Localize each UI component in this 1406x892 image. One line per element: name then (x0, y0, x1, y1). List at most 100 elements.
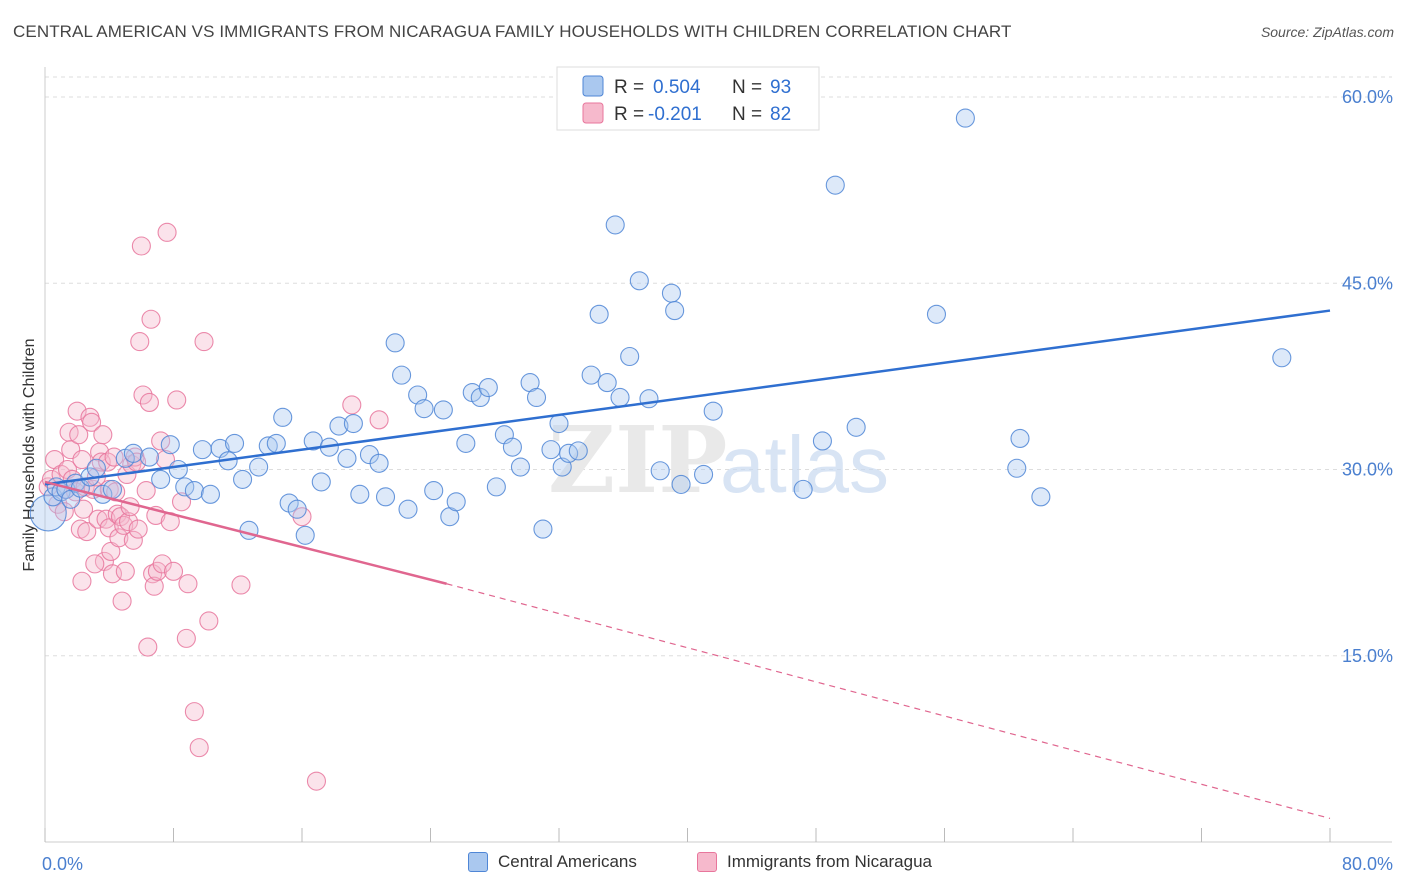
source-label: Source: ZipAtlas.com (1260, 24, 1394, 40)
point-nicaragua-74 (199, 611, 219, 631)
point-central-american-80 (671, 474, 691, 494)
point-central-american-44 (385, 333, 405, 353)
point-nicaragua-56 (141, 309, 161, 329)
point-central-american-75 (629, 271, 649, 291)
point-central-american-62 (526, 387, 547, 408)
series-legend: Central Americans Immigrants from Nicara… (0, 852, 1406, 876)
point-central-american-9 (86, 458, 106, 478)
point-central-american-37 (329, 416, 349, 436)
point-central-american-92 (1272, 348, 1292, 368)
legend-n-label-pink: N = (732, 104, 762, 125)
point-central-american-27 (249, 457, 269, 477)
point-nicaragua-67 (167, 390, 187, 410)
point-central-american-89 (1007, 458, 1027, 478)
pink-series-points (38, 222, 389, 791)
y-tick-label-60: 60.0% (1342, 87, 1393, 107)
point-central-american-18 (175, 477, 195, 497)
point-central-american-45 (392, 365, 412, 385)
point-central-american-90 (1010, 428, 1030, 449)
grid-lines (45, 76, 1392, 657)
point-nicaragua-81 (85, 554, 105, 574)
point-nicaragua-58 (144, 576, 164, 596)
point-nicaragua-16 (72, 571, 92, 591)
trend-line-nicaragua (44, 480, 447, 585)
point-central-american-26 (239, 520, 259, 540)
point-nicaragua-69 (176, 628, 196, 648)
y-tick-label-15: 15.0% (1342, 646, 1393, 666)
point-central-american-19 (184, 481, 204, 501)
legend-r-value-blue: 0.504 (653, 77, 701, 98)
point-nicaragua-15 (72, 450, 92, 470)
point-central-american-29 (266, 433, 286, 453)
trend-line-central-americans (44, 309, 1331, 486)
point-central-american-48 (414, 399, 434, 419)
point-central-american-20 (192, 440, 212, 460)
point-central-american-56 (478, 377, 498, 398)
point-central-american-52 (446, 492, 466, 512)
point-nicaragua-13 (69, 425, 89, 445)
point-nicaragua-43 (118, 512, 139, 532)
point-central-american-57 (486, 477, 506, 497)
legend-r-label-pink: R = (614, 104, 644, 125)
point-central-american-16 (160, 435, 180, 455)
point-central-american-84 (812, 431, 832, 451)
point-central-american-33 (295, 525, 315, 545)
point-nicaragua-62 (152, 554, 172, 574)
point-nicaragua-37 (109, 528, 129, 548)
point-central-american-0 (29, 494, 67, 532)
point-nicaragua-21 (82, 412, 102, 432)
point-central-american-83 (793, 479, 813, 499)
point-central-american-87 (926, 304, 947, 324)
point-central-american-77 (650, 461, 670, 481)
point-central-american-72 (605, 215, 625, 235)
legend-label-central-americans: Central Americans (498, 852, 637, 871)
legend-item-central-americans: Central Americans (468, 852, 637, 872)
point-central-american-25 (233, 469, 253, 489)
point-central-american-70 (589, 304, 609, 324)
point-central-american-53 (456, 433, 476, 453)
point-central-american-60 (510, 457, 531, 477)
watermark: ZIP atlas (548, 406, 889, 514)
point-nicaragua-68 (171, 492, 192, 512)
point-central-american-79 (665, 301, 685, 321)
point-central-american-43 (375, 487, 396, 507)
point-central-american-15 (151, 469, 171, 489)
point-central-american-76 (639, 389, 659, 409)
point-nicaragua-78 (342, 395, 362, 415)
trend-line-nicaragua-extension (446, 583, 1331, 819)
point-central-american-40 (350, 484, 370, 504)
legend-swatch-blue (582, 75, 604, 97)
point-central-american-13 (123, 443, 143, 463)
point-central-american-63 (533, 519, 553, 539)
point-central-american-11 (102, 479, 123, 499)
point-nicaragua-77 (306, 771, 327, 791)
point-central-american-73 (610, 387, 630, 408)
legend-n-label-blue: N = (732, 77, 762, 98)
point-nicaragua-41 (115, 561, 135, 581)
point-central-american-49 (424, 481, 444, 501)
point-nicaragua-75 (231, 575, 251, 595)
point-nicaragua-51 (131, 236, 151, 256)
point-nicaragua-50 (130, 332, 150, 352)
point-central-american-46 (398, 499, 418, 519)
point-nicaragua-73 (194, 332, 214, 352)
legend-r-label-blue: R = (614, 77, 644, 98)
point-nicaragua-44 (120, 497, 140, 517)
point-nicaragua-72 (189, 738, 209, 758)
point-nicaragua-79 (369, 410, 389, 430)
point-central-american-86 (846, 417, 866, 437)
point-central-american-55 (470, 387, 490, 408)
point-nicaragua-66 (163, 561, 184, 581)
point-nicaragua-27 (93, 425, 113, 445)
blue-series-points (29, 108, 1292, 545)
point-central-american-30 (273, 407, 293, 427)
point-nicaragua-17 (74, 499, 94, 519)
point-central-american-71 (597, 373, 617, 393)
point-central-american-38 (337, 448, 357, 468)
point-central-american-74 (620, 346, 640, 367)
x-tick-label-min: 0.0% (42, 854, 83, 874)
trend-lines (44, 309, 1331, 819)
point-central-american-21 (200, 484, 220, 504)
legend-n-value-pink: 82 (770, 104, 791, 125)
